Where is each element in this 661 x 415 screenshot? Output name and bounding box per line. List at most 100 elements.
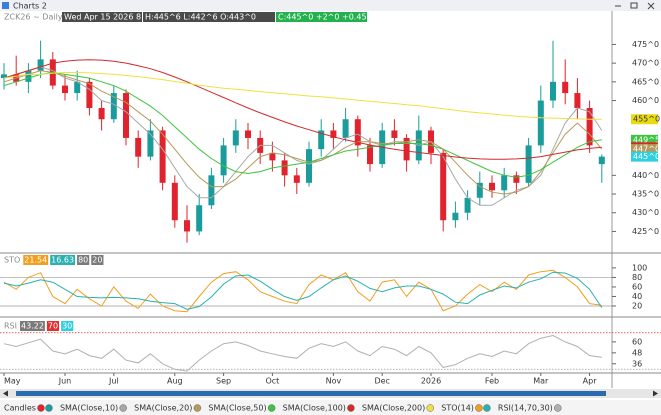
x-tick-label: Dec — [374, 377, 389, 386]
y-tick-label: 425^0 — [632, 227, 659, 236]
close-button[interactable] — [647, 2, 655, 10]
sto-k-value: 21.54 — [24, 256, 47, 265]
candle-body — [403, 137, 410, 161]
price-tag — [631, 114, 658, 125]
sto-line — [3, 269, 602, 313]
sma-line — [3, 59, 602, 160]
y-tick-label: 60 — [632, 282, 642, 291]
candle-body — [196, 205, 203, 232]
x-tick-label: May — [4, 377, 21, 386]
value-box — [23, 255, 49, 265]
sma-line — [3, 71, 602, 178]
maximize-button[interactable] — [630, 2, 638, 9]
y-tick-label: 440^0 — [632, 171, 659, 180]
x-tick-label: Jul — [108, 377, 119, 386]
legend-swatch — [37, 404, 45, 412]
candle-body — [293, 175, 300, 183]
y-tick-label: 80 — [632, 273, 642, 282]
legend-label[interactable]: SMA(Close,10) — [60, 404, 118, 413]
x-tick-label: Nov — [326, 377, 342, 386]
legend-label[interactable]: STO(14) — [441, 404, 474, 413]
rsi-line — [3, 334, 602, 372]
sto-title: STO — [4, 256, 20, 265]
candle-body — [513, 175, 520, 183]
candle-body — [86, 81, 93, 109]
y-tick-label: 470^0 — [632, 59, 659, 68]
legend-swatch — [119, 404, 127, 412]
legend-swatch — [193, 404, 202, 412]
scroll-left[interactable] — [3, 390, 8, 397]
candle-body — [208, 175, 215, 206]
price-tag-label: 447^0 — [633, 145, 660, 154]
candle-body — [586, 108, 593, 146]
candle-body — [501, 175, 508, 191]
price-tag — [631, 144, 658, 155]
candle-body — [306, 149, 312, 183]
symbol-label: ZCK26 ~ Daily — [4, 13, 63, 22]
x-tick-label: Aug — [167, 377, 183, 386]
legend-swatch — [45, 404, 53, 412]
y-tick-label: 60 — [632, 337, 642, 346]
candle-body — [342, 119, 349, 138]
rsi-level: 70 — [48, 322, 58, 331]
price-tag-label: 449^5 — [633, 135, 660, 144]
candle-body — [598, 156, 605, 165]
y-tick-label: 475^0 — [632, 40, 659, 49]
candle-body — [62, 85, 68, 94]
legend-label[interactable]: SMA(Close,200) — [362, 404, 425, 413]
value-box — [20, 321, 45, 331]
y-tick-label: 40 — [632, 292, 642, 301]
candle-body — [391, 130, 398, 138]
title-bar — [0, 0, 661, 11]
candle-body — [281, 160, 288, 176]
candle-body — [184, 220, 190, 232]
sto-d-value: 16.63 — [51, 256, 74, 265]
legend-swatch — [475, 404, 483, 412]
price-tag-label: 455^0 — [633, 115, 660, 124]
candle-body — [245, 130, 251, 138]
legend-label[interactable]: SMA(Close,20) — [134, 404, 192, 413]
candle-body — [269, 152, 276, 161]
y-tick-label: 100 — [632, 263, 647, 272]
candle-body — [171, 182, 178, 221]
x-tick-label: 2026 — [421, 377, 441, 386]
legend-swatch — [267, 404, 276, 412]
window-title: Charts 2 — [13, 2, 47, 11]
legend-label[interactable]: RSI(14,70,30) — [498, 404, 553, 413]
candle-body — [232, 130, 239, 146]
candle-body — [147, 130, 154, 157]
candle-body — [159, 130, 166, 183]
sma-line — [3, 72, 602, 120]
x-tick-label: Mar — [533, 377, 549, 386]
y-tick-label: 20 — [632, 301, 642, 310]
y-tick-label: 36 — [632, 359, 642, 368]
value-box — [50, 255, 76, 265]
x-tick-label: Jun — [58, 377, 72, 386]
scrollbar-thumb[interactable] — [16, 391, 606, 396]
candle-body — [452, 212, 459, 221]
datetime: Wed Apr 15 2026 8:44:52 PM — [64, 13, 181, 22]
legend-label[interactable]: SMA(Close,100) — [283, 404, 346, 413]
close-box — [276, 12, 367, 22]
sma-line — [3, 70, 603, 195]
y-tick-label: 460^0 — [632, 96, 659, 105]
close-change: C:445^0 +2^0 +0.45% — [278, 13, 375, 22]
scroll-right[interactable] — [653, 390, 658, 397]
sto-level: 20 — [92, 256, 102, 265]
candle-body — [1, 74, 7, 79]
candle-body — [489, 182, 495, 191]
candle-body — [25, 70, 32, 82]
x-tick-label: Feb — [485, 377, 499, 386]
price-tag-label: 445^0 — [633, 152, 660, 161]
legend-swatch — [554, 404, 562, 412]
sto-level: 80 — [78, 256, 88, 265]
legend-label[interactable]: SMA(Close,50) — [208, 404, 266, 413]
legend-label[interactable]: Candles — [4, 404, 36, 413]
rsi-level: 30 — [62, 322, 72, 331]
y-tick-label: 48 — [632, 348, 642, 357]
candle-body — [110, 93, 117, 120]
candle-body — [220, 145, 227, 176]
legend-swatch — [483, 404, 491, 412]
